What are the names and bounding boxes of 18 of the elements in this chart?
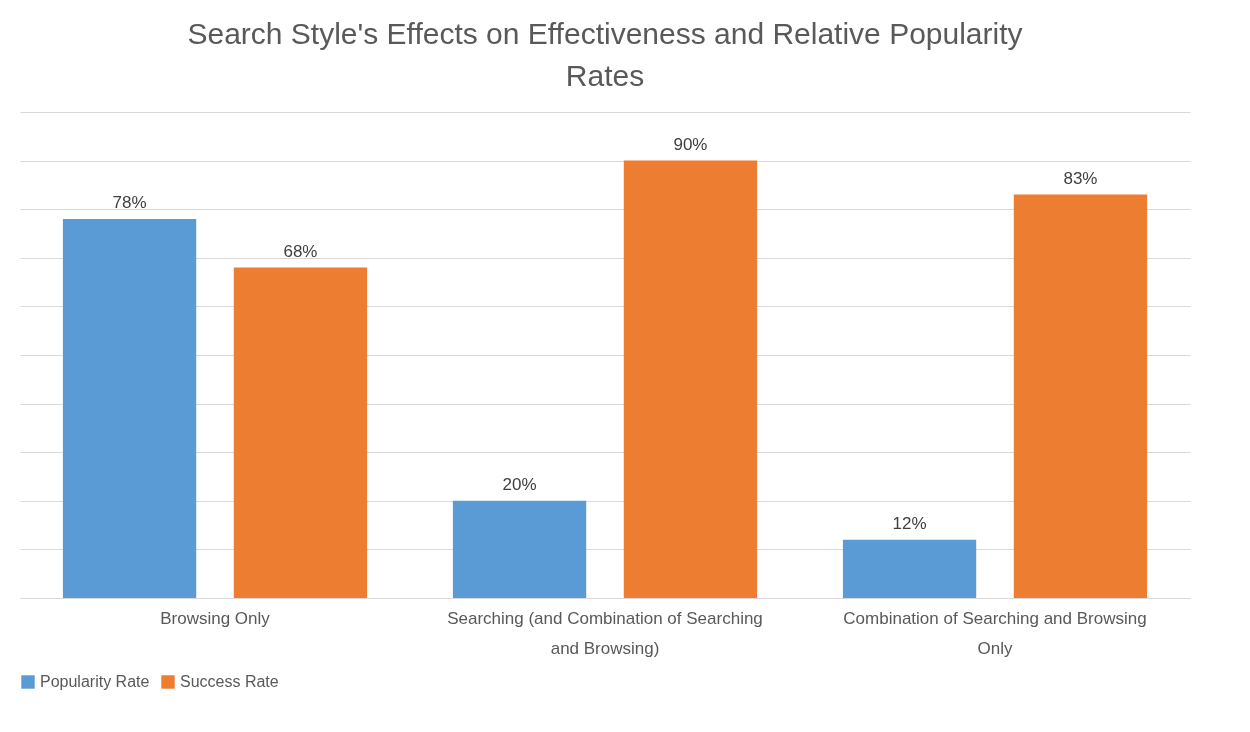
data-label: 83% [1063,168,1098,188]
bar [842,539,977,598]
data-label: 12% [892,513,927,533]
bar [1013,194,1148,598]
data-label: 78% [112,192,147,212]
bar [62,218,197,598]
x-tick-label: Browsing Only [160,608,271,628]
x-tick-label: Searching (and Combination of Searching and Browsing) [447,608,763,658]
data-label: 90% [673,134,708,154]
bar [233,267,368,598]
legend-label: Popularity Rate [40,673,150,690]
bar [452,500,587,598]
data-label: 20% [502,474,537,494]
data-label: 68% [283,241,318,261]
x-tick-label: Combination of Searching and Browsing Only [843,608,1147,658]
chart-title: Search Style's Effects on Effectiveness and Relative Popularity Rates [187,17,1023,92]
bar [623,160,758,598]
legend-label: Success Rate [180,673,279,690]
